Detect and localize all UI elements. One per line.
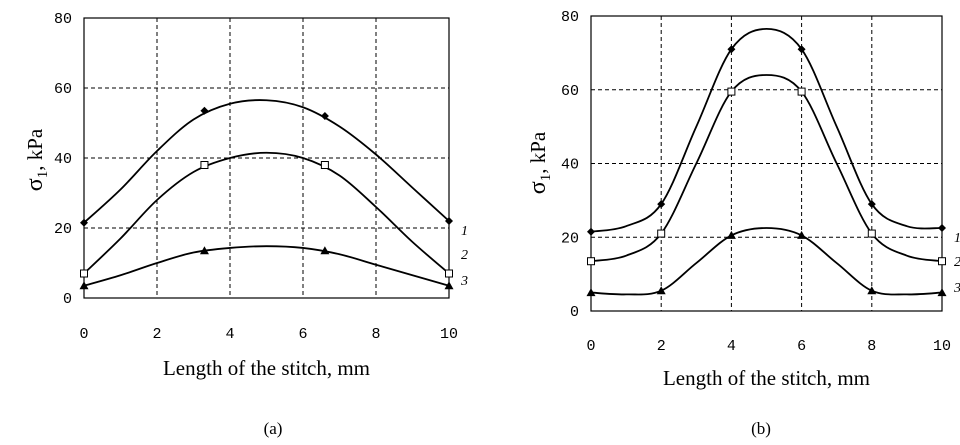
panel-b-series-1-point [657, 200, 666, 209]
panel-b-series-3-point [586, 288, 596, 297]
panel-a-x-tick-label: 0 [79, 326, 88, 343]
panel-b-series-3-point [937, 288, 947, 297]
panel-b-series-2-point [727, 87, 736, 96]
panel-b-series-3-point [726, 230, 736, 239]
panel-a-series-2-point [80, 269, 88, 278]
panel-b-plot-frame [590, 15, 943, 312]
panel-a-series-2-point [445, 269, 453, 278]
panel-a-series-1-label: 1 [461, 224, 468, 239]
panel-b-series-2-point [657, 229, 666, 238]
chart-panel-b: 0 2 4 6 8 10 0 20 40 60 80 Length of the stitch, mm… [525, 9, 960, 438]
panel-b-y-tick-label: 20 [561, 230, 579, 247]
panel-b-caption: (b) [751, 419, 771, 438]
panel-a-y-tick-label: 40 [54, 151, 72, 168]
panel-b-y-tick-label: 0 [570, 304, 579, 321]
panel-b-x-axis-label: Length of the stitch, mm [663, 366, 870, 390]
panel-b-series-1-point [938, 224, 946, 233]
panel-a-x-tick-label: 6 [298, 326, 307, 343]
panel-a-series-1-point [320, 112, 329, 120]
panel-a-y-tick-label: 60 [54, 81, 72, 98]
panel-a-caption: (a) [264, 419, 283, 438]
panel-b-x-tick-label: 8 [867, 338, 876, 355]
panel-a-x-tick-label: 8 [371, 326, 380, 343]
panel-a-series-1-point [80, 218, 88, 227]
panel-a-series-3-point [444, 281, 454, 290]
panel-b-series-2-line [590, 74, 943, 263]
panel-b-series-3-point [656, 286, 666, 295]
panel-a-series-2-point [320, 161, 329, 169]
panel-b-series-2-point [587, 257, 595, 266]
panel-b-y-tick-label: 40 [561, 157, 579, 174]
panel-b-y-tick-label: 80 [561, 9, 579, 26]
panel-b-series-1-point [727, 45, 736, 54]
panel-a-x-tick-label: 4 [225, 326, 234, 343]
panel-b-series-3-line [590, 227, 943, 296]
panel-b-series-1-line [590, 28, 943, 233]
panel-b-series-3-point [867, 286, 877, 295]
panel-b-x-tick-label: 2 [657, 338, 666, 355]
panel-b-x-tick-label: 6 [797, 338, 806, 355]
panel-a-series-2-label: 2 [461, 248, 468, 263]
panel-b-series-2-point [797, 87, 806, 96]
panel-b-series-1-point [797, 45, 806, 54]
panel-a-series-3-point [320, 246, 330, 255]
panel-a-x-axis-label: Length of the stitch, mm [163, 356, 370, 380]
panel-a-y-tick-label: 80 [54, 11, 72, 28]
chart-panel-a: 0 2 4 6 8 10 0 20 40 60 80 Length of the stitch, mm… [22, 11, 468, 438]
panel-a-series-1-point [445, 217, 453, 225]
panel-a-plot-frame [83, 17, 450, 299]
panel-b-series-3-label: 3 [953, 281, 960, 296]
panel-a-y-tick-label: 0 [63, 291, 72, 308]
panel-a-series-3-label: 3 [460, 274, 468, 289]
panel-b-series-1-label: 1 [954, 231, 960, 246]
panel-a-series-3-line [83, 245, 450, 287]
panel-b-x-tick-label: 0 [586, 338, 595, 355]
panel-a-x-tick-label: 2 [152, 326, 161, 343]
panel-a-series-3-point [79, 281, 89, 290]
panel-a-series-3-point [199, 246, 209, 255]
panel-b-x-tick-label: 4 [727, 338, 736, 355]
panel-b-series-3-point [797, 230, 807, 239]
panel-b-series-2-point [938, 257, 946, 266]
panel-b-series-2-label: 2 [954, 255, 960, 270]
panel-b-series-2-point [867, 229, 876, 238]
panel-a-series-2-point [200, 161, 209, 169]
panel-b-x-tick-label: 10 [933, 338, 951, 355]
panel-b-series-1-point [867, 200, 876, 209]
panel-a-x-tick-label: 10 [440, 326, 458, 343]
panel-b-y-axis-label: σ1, kPa [525, 131, 554, 194]
panel-b-series-1-point [587, 227, 595, 236]
panel-a-y-axis-label: σ1, kPa [22, 128, 51, 191]
panel-a-series-1-line [83, 99, 450, 224]
panel-a-series-1-point [200, 106, 209, 115]
panel-b-y-tick-label: 60 [561, 83, 579, 100]
panel-a-series-2-line [83, 151, 450, 275]
panel-a-y-tick-label: 20 [54, 221, 72, 238]
